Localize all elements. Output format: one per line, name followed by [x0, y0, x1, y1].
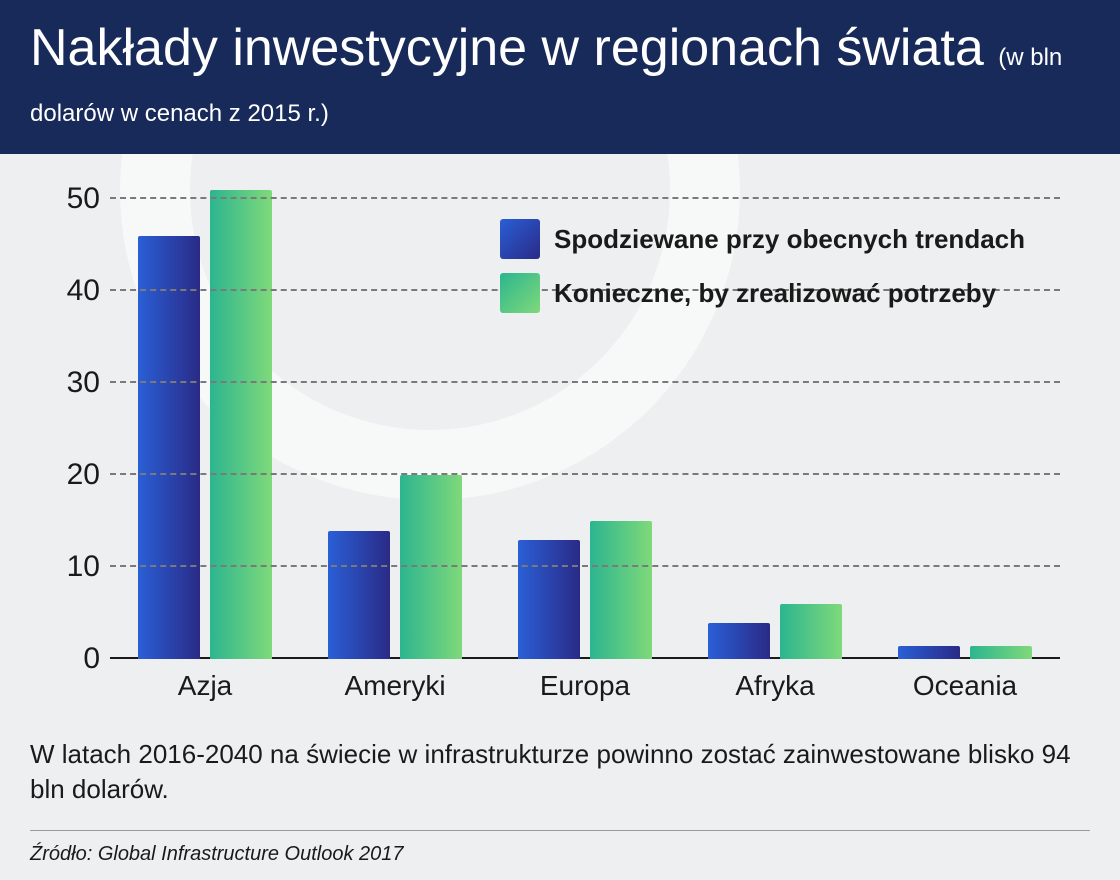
- y-tick-label: 30: [30, 366, 100, 400]
- chart-title: Nakłady inwestycyjne w regionach świata …: [30, 20, 1090, 132]
- y-tick-label: 40: [30, 274, 100, 308]
- gridline: [110, 381, 1060, 383]
- title-main-text: Nakłady inwestycyjne w regionach świata: [30, 19, 984, 77]
- legend-swatch: [500, 273, 540, 313]
- x-tick-label: Ameryki: [325, 664, 465, 709]
- bar-needed: [400, 475, 462, 659]
- source-text: Global Infrastructure Outlook 2017: [98, 843, 404, 865]
- x-tick-label: Azja: [135, 664, 275, 709]
- bar-expected: [518, 540, 580, 660]
- x-tick-label: Europa: [515, 664, 655, 709]
- x-tick-label: Afryka: [705, 664, 845, 709]
- y-tick-label: 0: [30, 642, 100, 676]
- chart-container: 0 10 20 30 40 50 Azja Ameryki Europa Afryka Ocean…: [0, 154, 1120, 719]
- legend-swatch: [500, 219, 540, 259]
- y-tick-label: 50: [30, 182, 100, 216]
- gridline: [110, 197, 1060, 199]
- gridline: [110, 565, 1060, 567]
- grouped-bar-chart: 01020304050 AzjaAmerykiEuropaAfrykaOcean…: [30, 189, 1090, 709]
- bar-needed: [970, 646, 1032, 660]
- bar-group: [328, 475, 462, 659]
- bar-needed: [210, 190, 272, 659]
- bar-group: [138, 190, 272, 659]
- bar-group: [898, 646, 1032, 660]
- chart-header: Nakłady inwestycyjne w regionach świata …: [0, 0, 1120, 154]
- x-tick-label: Oceania: [895, 664, 1035, 709]
- bar-needed: [590, 521, 652, 659]
- legend-item: Spodziewane przy obecnych trendach: [500, 219, 1025, 259]
- bar-needed: [780, 604, 842, 659]
- chart-caption: W latach 2016-2040 na świecie w infrastr…: [0, 719, 1120, 815]
- chart-source: Źródło: Global Infrastructure Outlook 20…: [0, 831, 1120, 866]
- bar-expected: [138, 236, 200, 659]
- source-prefix: Źródło:: [30, 843, 98, 865]
- bar-expected: [328, 531, 390, 660]
- bar-group: [518, 521, 652, 659]
- gridline: [110, 473, 1060, 475]
- chart-legend: Spodziewane przy obecnych trendach Koniec…: [500, 219, 1025, 327]
- bar-group: [708, 604, 842, 659]
- legend-item: Konieczne, by zrealizować potrzeby: [500, 273, 1025, 313]
- y-tick-label: 20: [30, 458, 100, 492]
- x-axis-labels: Azja Ameryki Europa Afryka Oceania: [110, 664, 1060, 709]
- bar-expected: [708, 623, 770, 660]
- legend-label: Spodziewane przy obecnych trendach: [554, 224, 1025, 255]
- legend-label: Konieczne, by zrealizować potrzeby: [554, 278, 996, 309]
- bar-expected: [898, 646, 960, 660]
- y-tick-label: 10: [30, 550, 100, 584]
